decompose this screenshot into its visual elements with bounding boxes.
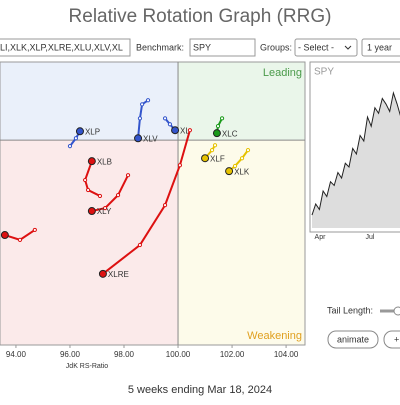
tail-point	[137, 116, 143, 121]
select-arrow	[344, 45, 352, 50]
tail	[91, 174, 129, 213]
benchmark-x-label: Jul	[366, 234, 375, 241]
period-select[interactable]	[361, 38, 400, 57]
slider-knob[interactable]	[393, 306, 400, 316]
x-axis-label: JdK RS-Ratio	[66, 363, 109, 370]
tail-point	[177, 163, 183, 168]
benchmark-line	[311, 91, 400, 216]
series-label: XLP	[85, 127, 100, 136]
head-point	[212, 129, 221, 138]
series-label: XLK	[234, 167, 250, 176]
tail-point	[209, 148, 215, 153]
head-point	[201, 154, 210, 163]
tail-length-label: Tail Length:	[327, 305, 373, 315]
tail-point	[102, 205, 108, 211]
series-label: XLY	[97, 207, 112, 216]
head-point	[87, 157, 96, 166]
x-tick-label: 100.00	[166, 350, 191, 359]
x-tick-label: 104.00	[274, 350, 299, 359]
tail-point	[232, 163, 238, 169]
tail-point	[85, 187, 91, 193]
head-point	[0, 231, 9, 240]
tail-point	[115, 193, 121, 198]
series-label: XLC	[222, 129, 238, 138]
tail-point	[145, 98, 151, 103]
tail-point	[97, 193, 103, 199]
benchmark-x-label: Apr	[315, 234, 327, 241]
tail-point	[245, 148, 251, 153]
series-label: XLRE	[108, 270, 129, 279]
tail-point	[125, 173, 131, 178]
groups-select[interactable]	[294, 38, 358, 57]
symbols-input[interactable]	[0, 38, 131, 57]
tail-point	[215, 124, 221, 129]
quadrant	[178, 62, 305, 141]
tail	[137, 99, 149, 139]
head-point	[171, 126, 180, 135]
series-label: XLF	[210, 154, 225, 163]
benchmark-text: SPY	[193, 42, 211, 52]
series-label: XLB	[97, 157, 112, 166]
tail	[84, 160, 101, 197]
head-point	[87, 207, 96, 216]
animate-button[interactable]	[327, 330, 379, 349]
benchmark-label: Benchmark:	[136, 42, 184, 52]
benchmark-area	[312, 92, 400, 228]
quadrant	[0, 140, 179, 345]
animate-text: animate	[337, 334, 369, 344]
quadrant-label: Weakening	[247, 330, 302, 342]
tail-point	[167, 122, 173, 127]
tail-point	[67, 143, 73, 149]
groups-text: - Select -	[298, 42, 334, 52]
x-tick-label: 94.00	[6, 350, 27, 359]
x-tick-label: 98.00	[114, 350, 135, 359]
tail-point	[219, 116, 225, 121]
quadrant-label: Leading	[263, 67, 302, 79]
head-point	[134, 134, 143, 143]
tail-point	[212, 143, 218, 148]
x-tick-label: 102.00	[220, 350, 245, 359]
plot-frame	[0, 61, 306, 346]
tail-point	[73, 136, 79, 141]
plus-button[interactable]	[383, 330, 400, 349]
tail-point	[162, 203, 168, 208]
head-point	[75, 127, 84, 136]
tail-point	[139, 102, 145, 107]
tail-point	[162, 116, 168, 121]
head-point	[225, 167, 234, 176]
series-label: XLV	[143, 134, 158, 143]
symbols-text: LI,XLK,XLP,XLRE,XLU,XLV,XL	[0, 42, 123, 52]
tail-point	[32, 227, 37, 233]
tail-point	[82, 177, 88, 183]
page-title: Relative Rotation Graph (RRG)	[69, 6, 332, 27]
quadrant	[178, 140, 305, 345]
series-label: XL	[180, 126, 190, 135]
footer: 5 weeks ending Mar 18, 2024	[128, 384, 272, 396]
head-point	[98, 269, 107, 278]
x-tick-label: 96.00	[60, 350, 81, 359]
tail-point	[239, 156, 245, 161]
groups-label: Groups:	[260, 42, 292, 52]
tail-point	[187, 128, 193, 133]
tail-point	[137, 242, 143, 248]
plus-text: +	[394, 334, 399, 344]
period-text: 1 year	[367, 42, 392, 52]
benchmark-title: SPY	[314, 67, 334, 78]
tail-point	[17, 237, 23, 242]
benchmark-input[interactable]	[189, 38, 256, 57]
